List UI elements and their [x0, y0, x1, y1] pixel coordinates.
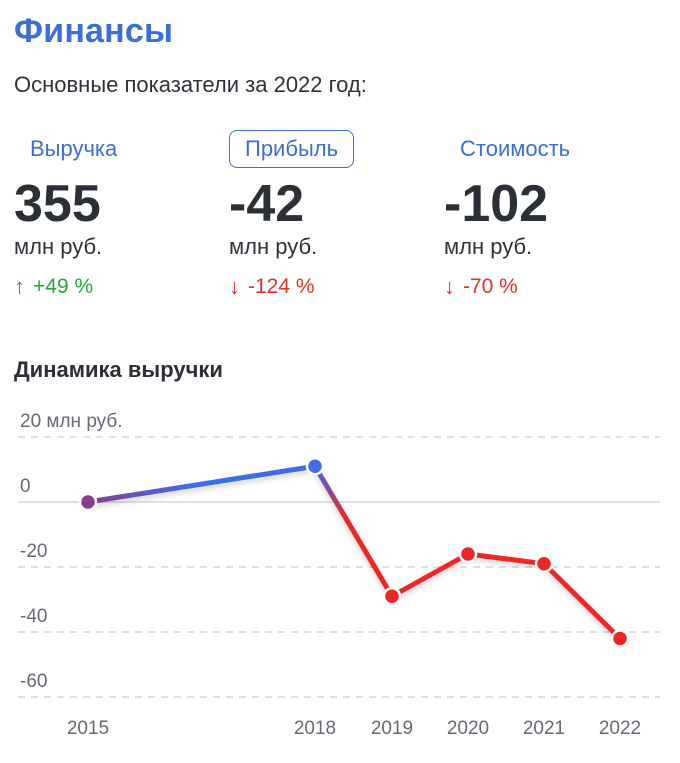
metric-change: ↓ -70 % [444, 274, 644, 300]
metric-change: ↓ -124 % [229, 274, 429, 300]
series-line-segment [465, 551, 547, 567]
x-tick-label: 2018 [294, 718, 336, 739]
data-point[interactable] [610, 629, 630, 648]
y-tick-label: -40 [20, 606, 47, 627]
data-point[interactable] [458, 544, 478, 564]
series-line-segment [389, 551, 471, 599]
metric-value-cost: Стоимость -102 млн руб. ↓ -70 % [444, 130, 644, 300]
metric-change-value: +49 % [33, 275, 94, 298]
metric-revenue: Выручка 355 млн руб. ↑ +49 % [14, 130, 214, 300]
x-tick-label: 2020 [447, 718, 489, 739]
page-subtitle: Основные показатели за 2022 год: [14, 72, 367, 97]
x-tick-label: 2015 [67, 718, 109, 739]
y-tick-label: -60 [20, 671, 47, 692]
metric-unit: млн руб. [14, 234, 103, 259]
data-point[interactable] [305, 457, 325, 476]
x-tick-label: 2022 [599, 718, 641, 739]
data-point[interactable] [78, 492, 98, 512]
arrow-down-icon: ↓ [229, 274, 240, 299]
y-tick-label: 20 млн руб. [20, 411, 123, 432]
chart-title: Динамика выручки [14, 357, 223, 382]
y-tick-label: -20 [20, 541, 47, 562]
arrow-up-icon: ↑ [14, 274, 25, 299]
metric-profit: Прибыль -42 млн руб. ↓ -124 % [229, 130, 429, 300]
metric-unit: млн руб. [229, 234, 318, 259]
page-title: Финансы [14, 12, 174, 50]
metric-unit: млн руб. [444, 234, 533, 259]
data-point[interactable] [534, 554, 554, 573]
tab-value[interactable]: Стоимость [460, 136, 571, 161]
arrow-down-icon: ↓ [444, 274, 455, 299]
revenue-line-chart: 20 млн руб. 0 -20 -40 -60 2015 2018 2019 2020 202… [18, 411, 660, 739]
tab-revenue[interactable]: Выручка [30, 136, 118, 161]
metric-value: 355 [14, 175, 101, 233]
x-tick-label: 2019 [371, 718, 413, 739]
series-line-segment [85, 463, 318, 505]
metric-change-value: -70 % [463, 275, 518, 298]
metric-change-value: -124 % [248, 275, 315, 298]
metric-value: -42 [229, 175, 305, 233]
tab-profit[interactable]: Прибыль [229, 130, 355, 168]
metric-change: ↑ +49 % [14, 274, 214, 300]
x-tick-label: 2021 [523, 718, 565, 739]
metric-value: -102 [444, 175, 549, 233]
series-line-segment [312, 463, 395, 599]
data-point[interactable] [382, 587, 402, 606]
series-line-segment [541, 561, 623, 641]
y-tick-label: 0 [20, 476, 31, 497]
